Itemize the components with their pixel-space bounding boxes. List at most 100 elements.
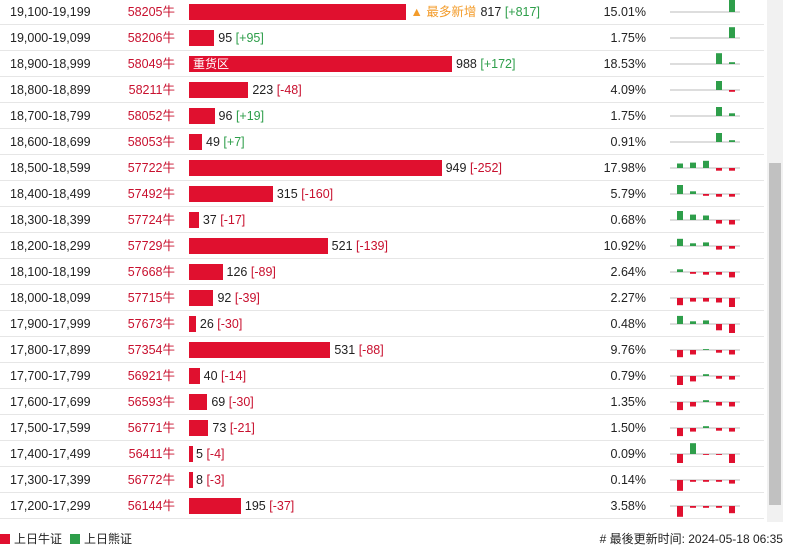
count: 531 xyxy=(334,343,356,357)
warrant-code: 56411牛 xyxy=(128,447,175,461)
table-row: 18,000-18,099 57715牛 92 [-39] 2.27% xyxy=(0,285,764,311)
percentage: 3.58% xyxy=(610,499,646,513)
count-text: 40 [-14] xyxy=(204,363,246,389)
sparkline-bar xyxy=(729,90,735,92)
warrant-code: 56771牛 xyxy=(127,421,175,435)
count-bar xyxy=(189,446,193,462)
footer: 上日牛证 上日熊证 # 最後更新时间: 2024-05-18 06:35 xyxy=(0,527,785,547)
count-text: 37 [-17] xyxy=(203,207,245,233)
count-bar xyxy=(189,212,199,228)
sparkline-bar xyxy=(677,506,683,517)
table-row: 17,800-17,899 57354牛 531 [-88] 9.76% xyxy=(0,337,764,363)
count: 37 xyxy=(202,213,217,227)
sparkline-bar xyxy=(716,246,722,250)
scrollbar[interactable] xyxy=(767,0,783,522)
sparkline-bar xyxy=(716,81,722,90)
sparkline-bar xyxy=(716,324,722,331)
count-bar xyxy=(189,4,407,20)
count-text: 92 [-39] xyxy=(217,285,259,311)
table-row: 17,600-17,699 56593牛 69 [-30] 1.35% xyxy=(0,389,764,415)
percentage: 0.09% xyxy=(610,447,646,461)
count-bar xyxy=(189,160,442,176)
sparkline xyxy=(670,349,740,358)
table-row: 17,400-17,499 56411牛 5 [-4] 0.09% xyxy=(0,441,764,467)
count-text: 5 [-4] xyxy=(196,441,225,467)
table-row: 18,900-18,999 58049牛 重货区 988 [+172] 18.53% xyxy=(0,51,764,77)
sparkline-bar xyxy=(716,53,722,64)
table-row: 18,100-18,199 57668牛 126 [-89] 2.64% xyxy=(0,259,764,285)
strike-range: 18,900-18,999 xyxy=(10,57,91,71)
sparkline xyxy=(670,238,740,250)
bar-label: 重货区 xyxy=(193,57,230,71)
sparkline-bar xyxy=(729,454,735,463)
sparkline-bar xyxy=(677,238,683,246)
table-row: 17,500-17,599 56771牛 73 [-21] 1.50% xyxy=(0,415,764,441)
sparkline-bar xyxy=(703,320,709,324)
count: 8 xyxy=(196,473,203,487)
count-bar xyxy=(189,498,241,514)
strike-range: 18,300-18,399 xyxy=(10,213,91,227)
table-row: 17,200-17,299 56144牛 195 [-37] 3.58% xyxy=(0,493,764,519)
count-bar xyxy=(189,420,209,436)
count-text: 315 [-160] xyxy=(277,181,333,207)
warrant-code: 58211牛 xyxy=(128,83,175,97)
sparkline-bar xyxy=(729,428,735,432)
count: 315 xyxy=(276,187,298,201)
table-row: 17,700-17,799 56921牛 40 [-14] 0.79% xyxy=(0,363,764,389)
sparkline-bar xyxy=(677,211,683,220)
sparkline-bar xyxy=(716,194,722,197)
count-bar xyxy=(189,108,215,124)
sparkline-bar xyxy=(703,506,709,508)
table-row: 18,700-18,799 58052牛 96 [+19] 1.75% xyxy=(0,103,764,129)
legend-swatch xyxy=(70,534,80,544)
count: 949 xyxy=(445,161,467,175)
count: 26 xyxy=(199,317,214,331)
sparkline xyxy=(670,505,740,517)
change: [-160] xyxy=(301,187,334,201)
strike-range: 17,200-17,299 xyxy=(10,499,91,513)
strike-range: 17,700-17,799 xyxy=(10,369,91,383)
sparkline-bar xyxy=(677,376,683,385)
sparkline-bar xyxy=(729,140,735,142)
percentage: 2.27% xyxy=(610,291,646,305)
count-bar xyxy=(189,82,249,98)
count: 5 xyxy=(196,447,203,461)
change: [-139] xyxy=(356,239,388,253)
sparkline-bar xyxy=(729,376,735,380)
sparkline xyxy=(670,133,740,143)
count-text: 69 [-30] xyxy=(211,389,253,415)
sparkline-bar xyxy=(703,298,709,302)
sparkline-bar xyxy=(716,454,722,455)
sparkline-bar xyxy=(716,376,722,379)
legend-item: 上日牛证 xyxy=(0,530,62,547)
sparkline-bar xyxy=(703,454,709,455)
count: 40 xyxy=(203,369,218,383)
count-bar xyxy=(189,316,196,332)
sparkline-bar xyxy=(729,194,735,197)
percentage: 9.76% xyxy=(610,343,646,357)
scroll-thumb[interactable] xyxy=(769,163,781,505)
sparkline-bar xyxy=(690,243,696,246)
percentage: 1.50% xyxy=(610,421,646,435)
count-bar xyxy=(189,342,331,358)
sparkline-bar xyxy=(690,191,696,194)
change: [-3] xyxy=(206,473,225,487)
strike-range: 17,900-17,999 xyxy=(10,317,91,331)
warrant-code: 56921牛 xyxy=(127,369,175,383)
sparkline xyxy=(670,185,740,197)
sparkline xyxy=(670,426,740,437)
sparkline-bar xyxy=(729,0,735,13)
sparkline-bar xyxy=(690,428,696,432)
count: 73 xyxy=(212,421,227,435)
count-bar xyxy=(189,134,203,150)
strike-range: 19,100-19,199 xyxy=(10,5,91,19)
sparkline-bar xyxy=(690,376,696,382)
strike-range: 17,800-17,899 xyxy=(10,343,91,357)
count-text: 817 [+817] xyxy=(480,0,539,25)
count-bar xyxy=(189,472,193,488)
change: [+19] xyxy=(235,109,265,123)
sparkline-bar xyxy=(690,162,696,168)
change: [-14] xyxy=(221,369,247,383)
percentage: 0.79% xyxy=(610,369,646,383)
